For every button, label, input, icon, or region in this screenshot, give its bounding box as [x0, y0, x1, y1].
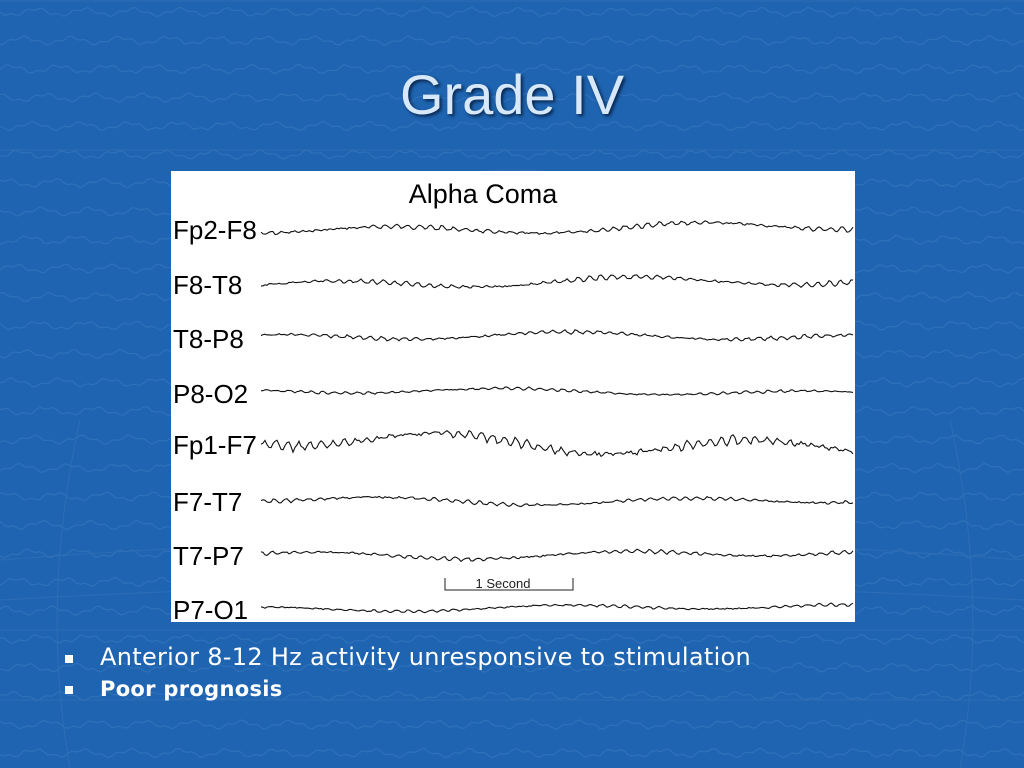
- channel-label: Fp1-F7: [173, 430, 257, 460]
- bullet-item: Anterior 8-12 Hz activity unresponsive t…: [62, 640, 751, 674]
- channel-label: Fp2-F8: [173, 215, 257, 245]
- eeg-trace: [260, 274, 854, 289]
- figure-heading: Alpha Coma: [409, 179, 559, 209]
- square-bullet-icon: [65, 655, 73, 663]
- eeg-trace: [260, 495, 854, 508]
- channel-label: P7-O1: [173, 595, 248, 622]
- bullet-text: Poor prognosis: [100, 677, 283, 701]
- channel-label: F8-T8: [173, 270, 242, 300]
- slide-title: Grade IV: [399, 63, 625, 126]
- eeg-trace: [260, 329, 854, 342]
- square-bullet-icon: [65, 686, 73, 694]
- scale-bar-label: 1 Second: [476, 576, 531, 591]
- eeg-figure: Alpha Coma Fp2-F8 F8-T8 T8-P8 P8-O2 Fp1-F7 F7…: [171, 171, 855, 622]
- eeg-trace: [260, 602, 854, 614]
- eeg-trace: [260, 548, 854, 563]
- time-scale-bar: [444, 578, 574, 591]
- eeg-trace: [261, 386, 854, 396]
- channel-label: P8-O2: [173, 379, 248, 409]
- channel-label: T7-P7: [173, 541, 244, 571]
- channel-label: F7-T7: [173, 487, 242, 517]
- eeg-trace: [260, 429, 854, 458]
- bullet-item: Poor prognosis: [62, 674, 751, 704]
- eeg-trace: [260, 220, 854, 235]
- bullet-text: Anterior 8-12 Hz activity unresponsive t…: [100, 643, 752, 671]
- bullet-list: Anterior 8-12 Hz activity unresponsive t…: [62, 640, 751, 704]
- channel-label: T8-P8: [173, 324, 244, 354]
